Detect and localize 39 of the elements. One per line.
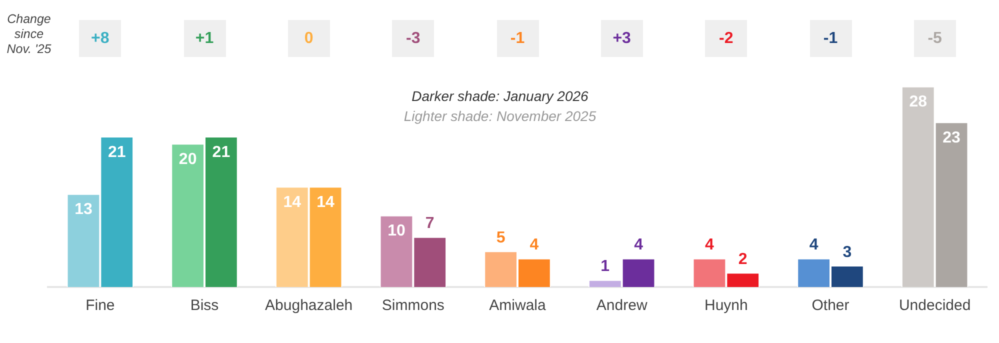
x-tick-label: Undecided — [898, 297, 971, 314]
text: 0 — [288, 20, 330, 57]
data-label: 14 — [316, 194, 335, 212]
text: +1 — [184, 20, 226, 57]
data-label: 1 — [600, 258, 610, 276]
data-label: 21 — [108, 144, 126, 161]
data-label: 10 — [388, 222, 406, 240]
x-tick-label: Abughazaleh — [265, 297, 353, 314]
x-tick-label: Other — [812, 297, 850, 314]
text: +3 — [600, 20, 643, 57]
annotation: Darker shade: January 2026 — [410, 88, 590, 104]
text: -1 — [496, 20, 538, 57]
text: -1 — [810, 20, 852, 57]
data-label: 14 — [283, 194, 302, 212]
x-tick-label: Amiwala — [489, 297, 546, 314]
text: -3 — [392, 20, 434, 57]
data-label: 7 — [425, 215, 434, 232]
data-label: 4 — [809, 236, 818, 254]
annotation: Lighter shade: November 2025 — [402, 108, 598, 124]
data-label: 21 — [212, 144, 230, 161]
data-label: 4 — [530, 236, 539, 254]
x-tick-label: Huynh — [704, 297, 748, 314]
text: +8 — [79, 20, 122, 57]
text: Change since Nov. '25 — [6, 12, 52, 57]
data-label: 28 — [909, 94, 928, 111]
x-tick-label: Biss — [190, 297, 219, 314]
data-label: 13 — [74, 201, 92, 218]
data-label: 2 — [738, 251, 748, 268]
text: -2 — [705, 20, 748, 57]
x-tick-label: Simmons — [382, 297, 444, 314]
data-label: 20 — [178, 151, 197, 168]
data-label: 4 — [634, 236, 644, 254]
x-tick-label: Andrew — [596, 297, 648, 314]
data-label: 3 — [842, 244, 852, 261]
x-tick-label: Fine — [86, 297, 115, 314]
data-label: 4 — [705, 236, 714, 254]
data-label: 5 — [496, 230, 506, 247]
text: -5 — [914, 20, 956, 57]
data-label: 23 — [942, 130, 961, 147]
